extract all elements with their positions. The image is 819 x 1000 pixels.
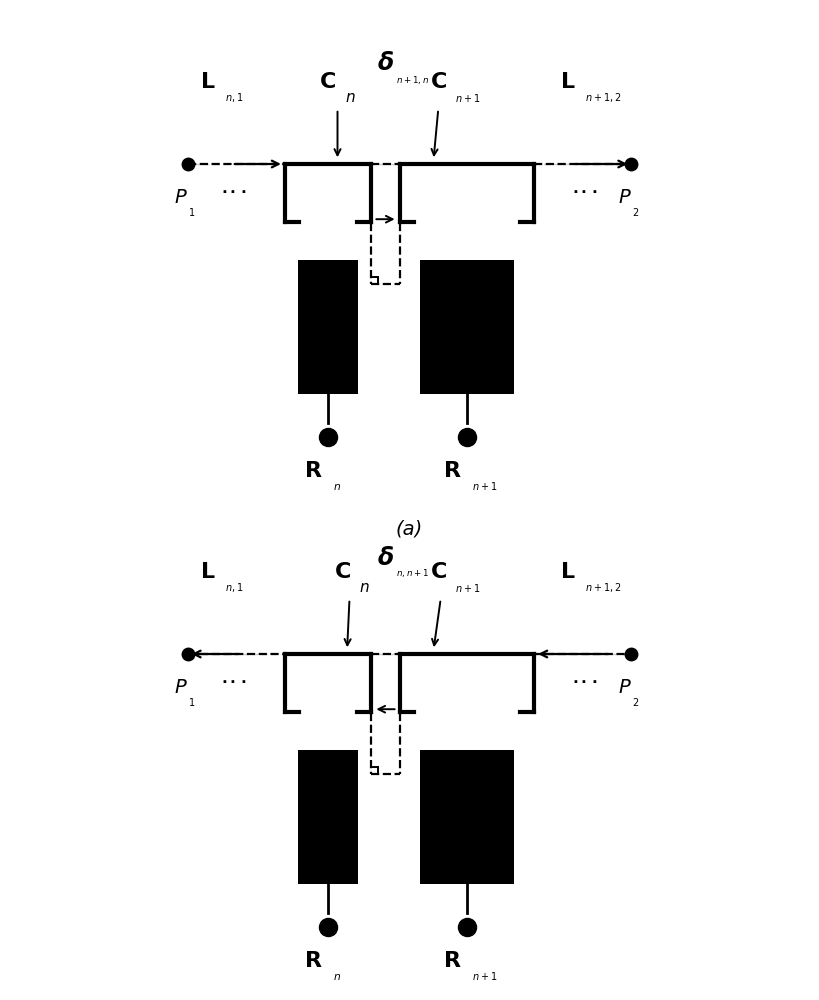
Text: $_{n+1,2}$: $_{n+1,2}$	[585, 581, 622, 595]
Text: $\mathit{P}$: $\mathit{P}$	[618, 678, 632, 697]
Text: $_2$: $_2$	[631, 695, 639, 709]
Text: $\mathbf{C}$: $\mathbf{C}$	[430, 562, 447, 582]
Bar	[297, 260, 358, 394]
Text: (a): (a)	[396, 519, 423, 538]
Text: $\boldsymbol{\cdot\cdot\cdot}$: $\boldsymbol{\cdot\cdot\cdot}$	[221, 183, 247, 198]
Text: $\mathit{P}$: $\mathit{P}$	[618, 188, 632, 207]
Text: $_{n+1,2}$: $_{n+1,2}$	[585, 91, 622, 105]
Text: $_1$: $_1$	[188, 695, 195, 709]
Text: $\mathbf{C}$: $\mathbf{C}$	[334, 562, 351, 582]
Text: $\mathit{P}$: $\mathit{P}$	[174, 188, 188, 207]
Text: $_{n+1}$: $_{n+1}$	[472, 479, 497, 493]
Text: $_{n+1}$: $_{n+1}$	[455, 581, 481, 595]
Text: $_1$: $_1$	[188, 205, 195, 219]
Text: $\boldsymbol{\cdot\cdot\cdot}$: $\boldsymbol{\cdot\cdot\cdot}$	[221, 673, 247, 688]
Text: $\mathbf{C}$: $\mathbf{C}$	[319, 72, 337, 92]
Text: $\mathbf{R}$: $\mathbf{R}$	[304, 951, 323, 971]
Text: $\mathbf{L}$: $\mathbf{L}$	[200, 72, 215, 92]
Text: $\mathit{P}$: $\mathit{P}$	[174, 678, 188, 697]
Text: $_{n+1}$: $_{n+1}$	[455, 91, 481, 105]
Text: $_{n,1}$: $_{n,1}$	[224, 581, 243, 595]
Text: $\mathbf{R}$: $\mathbf{R}$	[443, 951, 462, 971]
Text: $\boldsymbol{\cdot\cdot\cdot}$: $\boldsymbol{\cdot\cdot\cdot}$	[572, 183, 598, 198]
Bar	[297, 750, 358, 884]
Text: $\mathbf{R}$: $\mathbf{R}$	[304, 461, 323, 481]
Text: $\mathbf{C}$: $\mathbf{C}$	[430, 72, 447, 92]
Text: $_2$: $_2$	[631, 205, 639, 219]
Bar	[420, 750, 514, 884]
Text: $_{n,1}$: $_{n,1}$	[224, 91, 243, 105]
Text: $_n$: $_n$	[333, 968, 341, 983]
Text: $\boldsymbol{\delta}$: $\boldsymbol{\delta}$	[377, 546, 394, 570]
Text: $n$: $n$	[345, 90, 355, 105]
Text: $\boldsymbol{\cdot\cdot\cdot}$: $\boldsymbol{\cdot\cdot\cdot}$	[572, 673, 598, 688]
Text: $\boldsymbol{\delta}$: $\boldsymbol{\delta}$	[377, 51, 394, 75]
Text: $_{n,n+1}$: $_{n,n+1}$	[396, 567, 429, 580]
Bar	[420, 260, 514, 394]
Text: $_n$: $_n$	[333, 478, 341, 493]
Text: $_{n+1}$: $_{n+1}$	[472, 969, 497, 983]
Text: $\mathbf{L}$: $\mathbf{L}$	[200, 562, 215, 582]
Text: $\mathbf{R}$: $\mathbf{R}$	[443, 461, 462, 481]
Text: $\mathbf{L}$: $\mathbf{L}$	[560, 72, 576, 92]
Text: $\mathbf{L}$: $\mathbf{L}$	[560, 562, 576, 582]
Text: $_{n+1,n}$: $_{n+1,n}$	[396, 74, 429, 87]
Text: $n$: $n$	[359, 580, 369, 595]
